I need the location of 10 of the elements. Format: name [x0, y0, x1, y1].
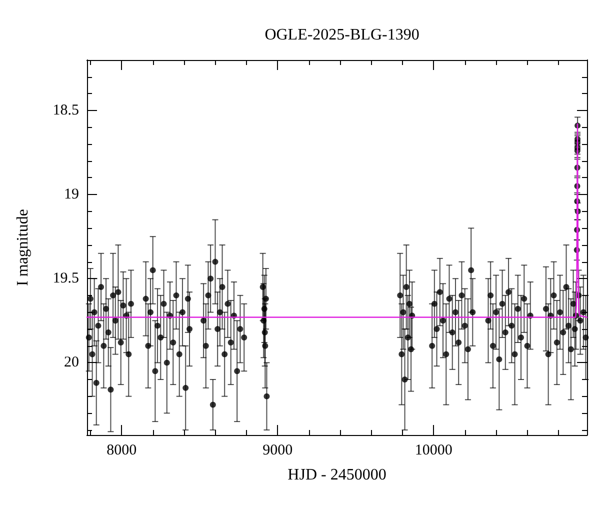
y-tick-label: 19 — [64, 186, 79, 203]
y-tick-label: 19.5 — [52, 270, 79, 287]
x-tick-label: 10000 — [414, 442, 452, 458]
chart-title: OGLE-2025-BLG-1390 — [264, 26, 420, 44]
y-tick-label: 20 — [64, 354, 79, 371]
x-axis-title: HJD - 2450000 — [288, 466, 386, 484]
y-axis-title: I magnitude — [14, 209, 32, 286]
y-tick-label: 18.5 — [52, 102, 79, 118]
x-tick-label: 9000 — [262, 442, 293, 458]
x-tick-label: 8000 — [106, 442, 137, 458]
